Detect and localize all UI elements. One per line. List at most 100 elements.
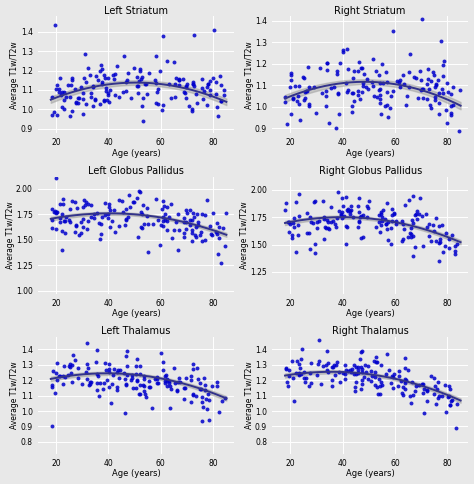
Point — [71, 356, 79, 364]
Point — [378, 60, 386, 67]
Point — [200, 87, 208, 95]
Point — [217, 97, 225, 105]
Point — [419, 380, 426, 388]
Point — [293, 357, 301, 365]
Point — [287, 110, 295, 118]
Point — [401, 376, 409, 383]
Point — [447, 385, 454, 393]
Point — [165, 213, 173, 221]
Point — [119, 88, 127, 96]
Point — [411, 211, 419, 219]
Point — [205, 396, 212, 404]
Point — [353, 363, 360, 370]
Point — [451, 247, 458, 255]
Point — [376, 390, 384, 398]
Point — [217, 72, 224, 80]
Point — [405, 83, 413, 91]
Point — [433, 385, 441, 393]
Point — [324, 59, 331, 67]
Point — [183, 210, 191, 217]
Point — [416, 194, 423, 201]
Point — [303, 229, 310, 237]
Point — [135, 391, 143, 398]
Point — [140, 382, 148, 390]
Point — [286, 221, 294, 228]
Point — [96, 219, 103, 227]
Point — [432, 80, 440, 88]
Point — [191, 231, 199, 239]
Point — [56, 218, 64, 226]
Point — [182, 374, 190, 382]
Point — [82, 78, 90, 86]
Point — [295, 92, 302, 100]
Point — [81, 201, 89, 209]
Point — [60, 362, 68, 370]
Point — [181, 88, 188, 96]
Point — [175, 76, 183, 84]
Point — [74, 99, 82, 107]
Point — [102, 366, 109, 374]
Point — [219, 225, 227, 232]
Point — [104, 91, 112, 99]
Point — [66, 363, 74, 371]
Point — [404, 366, 412, 374]
Point — [430, 390, 438, 398]
Point — [418, 380, 425, 388]
Point — [78, 218, 85, 226]
Point — [294, 231, 302, 239]
Point — [368, 367, 375, 375]
Point — [66, 112, 73, 120]
Point — [370, 92, 377, 100]
Point — [301, 96, 308, 104]
Point — [399, 383, 407, 391]
Point — [285, 366, 292, 374]
Point — [142, 80, 149, 88]
Point — [180, 233, 188, 241]
Point — [152, 79, 160, 87]
Point — [93, 370, 101, 378]
Point — [136, 391, 143, 398]
Point — [62, 213, 70, 221]
Point — [154, 379, 161, 387]
Point — [200, 403, 207, 411]
Point — [413, 207, 421, 215]
Point — [435, 76, 442, 83]
Point — [135, 77, 143, 85]
Point — [324, 348, 331, 355]
Point — [190, 391, 197, 398]
Point — [292, 369, 300, 377]
Point — [151, 375, 159, 383]
Point — [168, 234, 176, 242]
Point — [67, 82, 75, 90]
Point — [335, 110, 342, 118]
Point — [344, 45, 351, 53]
Point — [444, 393, 452, 400]
Point — [356, 213, 364, 221]
Point — [50, 367, 57, 375]
Point — [411, 387, 419, 395]
Point — [410, 232, 417, 240]
Point — [419, 94, 427, 102]
Point — [52, 21, 59, 29]
Point — [97, 61, 105, 69]
Point — [283, 378, 291, 386]
Point — [287, 69, 294, 77]
Point — [329, 217, 337, 225]
Point — [330, 83, 338, 91]
Point — [446, 401, 454, 409]
Point — [387, 379, 395, 387]
Point — [124, 363, 131, 370]
Point — [342, 240, 350, 248]
Point — [171, 58, 178, 65]
Point — [180, 229, 188, 237]
Point — [378, 212, 386, 220]
Point — [295, 369, 302, 377]
Point — [142, 393, 150, 401]
Point — [283, 120, 291, 128]
Point — [384, 114, 392, 121]
Point — [153, 99, 160, 107]
Point — [92, 358, 100, 365]
Point — [213, 229, 221, 237]
Point — [398, 389, 406, 396]
Point — [334, 188, 342, 196]
